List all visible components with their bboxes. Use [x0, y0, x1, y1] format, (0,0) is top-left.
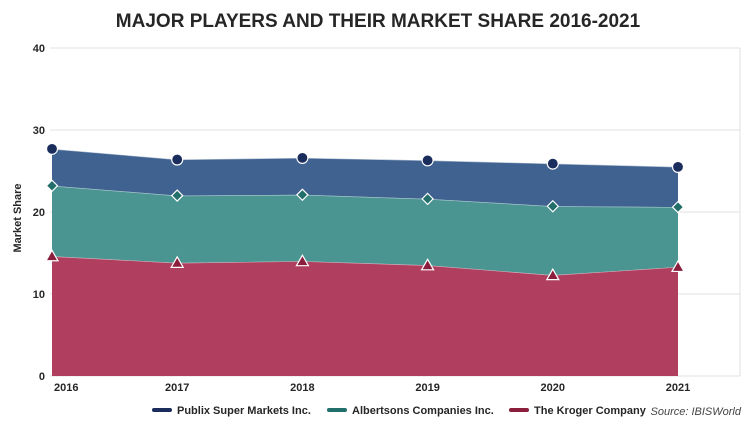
marker-the-kroger-company — [44, 249, 60, 262]
marker-albertsons-companies-inc — [170, 189, 184, 202]
marker-albertsons-companies-inc — [296, 188, 309, 202]
legend-swatch-the-kroger-company — [509, 408, 529, 412]
marker-the-kroger-company — [545, 267, 560, 281]
marker-the-kroger-company — [170, 255, 185, 268]
x-tick-label: 2021 — [666, 382, 690, 394]
x-tick-label: 2020 — [541, 382, 565, 394]
y-tick-label: 40 — [33, 43, 45, 55]
y-tick-label: 30 — [33, 125, 45, 137]
y-axis-ticks: 0 10 20 30 40 — [33, 43, 45, 383]
marker-publix-super-markets-inc — [546, 157, 559, 170]
area-the-kroger-company — [52, 256, 678, 376]
marker-albertsons-companies-inc — [421, 192, 434, 206]
marker-publix-super-markets-inc — [45, 142, 59, 155]
marker-the-kroger-company — [420, 258, 435, 271]
marker-publix-super-markets-inc — [421, 154, 434, 167]
x-axis-ticks: 2016 2017 2018 2019 2020 2021 — [54, 382, 690, 394]
area-layer — [51, 148, 679, 376]
marker-the-kroger-company — [295, 253, 310, 267]
marker-albertsons-companies-inc — [546, 199, 560, 213]
y-tick-label: 20 — [33, 207, 45, 219]
marker-the-kroger-company — [670, 259, 686, 273]
marker-publix-super-markets-inc — [171, 153, 184, 166]
area-publix-super-markets-inc — [52, 148, 678, 208]
marker-albertsons-companies-inc — [671, 200, 685, 214]
legend-swatch-albertsons-companies-inc — [327, 408, 347, 412]
x-tick-label: 2016 — [54, 382, 78, 394]
y-tick-label: 0 — [39, 371, 45, 383]
source-note: Source: IBISWorld — [651, 406, 742, 418]
x-tick-label: 2019 — [415, 382, 439, 394]
x-tick-label: 2017 — [165, 382, 189, 394]
legend-label-albertsons-companies-inc: Albertsons Companies Inc. — [352, 405, 494, 417]
legend-label-the-kroger-company: The Kroger Company — [534, 405, 647, 417]
legend: Publix Super Markets Inc. Albertsons Comp… — [152, 405, 647, 417]
x-tick-label: 2018 — [290, 382, 314, 394]
legend-label-publix-super-markets-inc: Publix Super Markets Inc. — [177, 405, 311, 417]
marker-publix-super-markets-inc — [671, 160, 685, 173]
line-publix-super-markets-inc — [51, 148, 679, 168]
y-tick-label: 10 — [33, 289, 45, 301]
area-albertsons-companies-inc — [52, 185, 678, 276]
legend-swatch-publix-super-markets-inc — [152, 408, 172, 412]
marker-layer — [44, 142, 686, 281]
marker-albertsons-companies-inc — [45, 179, 59, 193]
y-axis-label: Market Share — [12, 183, 24, 252]
marker-publix-super-markets-inc — [296, 151, 309, 164]
chart-title: MAJOR PLAYERS AND THEIR MARKET SHARE 201… — [116, 11, 641, 32]
